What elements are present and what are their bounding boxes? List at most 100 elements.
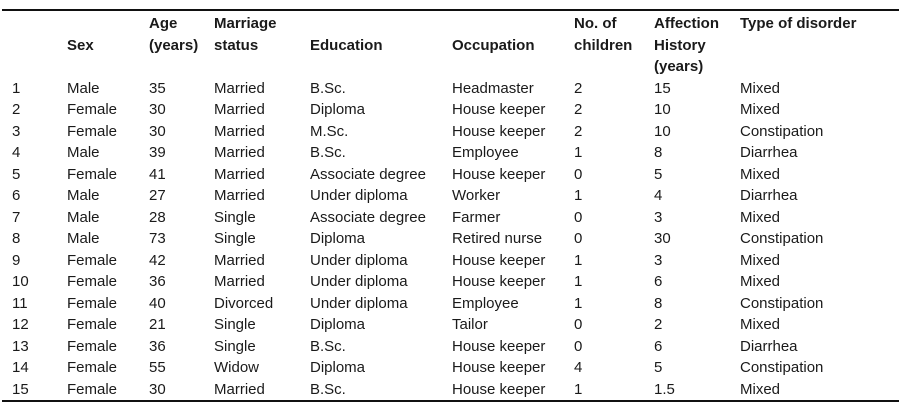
cell-sex: Female (67, 359, 118, 376)
cell-sex: Male (67, 144, 100, 161)
cell-affection-history: 30 (654, 230, 671, 247)
cell-sex: Female (67, 294, 118, 312)
table-row: 15 Female 30 Married B.Sc. House keeper 1 1.5 Mi… (2, 379, 899, 402)
cell-affection-history: 3 (654, 208, 663, 226)
table-body: 1 Male 35 Married B.Sc. Headmaster 2 15 Mixed 2 Fe… (2, 78, 899, 402)
cell-marriage-status: Married (214, 251, 265, 269)
table-row: 12 Female 21 Single Diploma Tailor 0 2 Mixed (2, 314, 899, 336)
cell-type-of-disorder: Constipation (740, 294, 824, 312)
cell-sex: Male (67, 230, 100, 247)
column-header-line: Marriage (214, 15, 277, 32)
column-header-sex: Sex (67, 10, 149, 78)
cell-num: 3 (12, 122, 21, 140)
cell-num: 12 (12, 316, 29, 333)
cell-occupation: Worker (452, 187, 501, 204)
cell-no-of-children: 1 (574, 294, 583, 312)
subjects-table: Sex Age (years) Marriage status Education Occu… (2, 9, 899, 402)
column-header-type-of-disorder: Type of disorder (740, 10, 899, 78)
cell-num: 7 (12, 208, 21, 226)
cell-num: 10 (12, 273, 29, 290)
cell-affection-history: 10 (654, 122, 671, 140)
cell-education: M.Sc. (310, 122, 349, 140)
cell-marriage-status: Married (214, 101, 265, 118)
cell-affection-history: 2 (654, 316, 663, 333)
column-header-no-of-children: No. of children (574, 10, 654, 78)
cell-type-of-disorder: Mixed (740, 165, 781, 183)
cell-age: 55 (149, 359, 166, 376)
cell-occupation: House keeper (452, 165, 546, 183)
cell-no-of-children: 1 (574, 187, 583, 204)
cell-age: 28 (149, 208, 166, 226)
cell-num: 4 (12, 144, 21, 161)
cell-no-of-children: 4 (574, 359, 583, 376)
cell-num: 6 (12, 187, 21, 204)
cell-occupation: Farmer (452, 208, 501, 226)
cell-affection-history: 15 (654, 79, 671, 97)
cell-no-of-children: 1 (574, 273, 583, 290)
cell-num: 14 (12, 359, 29, 376)
cell-age: 30 (149, 122, 166, 140)
cell-marriage-status: Divorced (214, 294, 274, 312)
cell-education: Diploma (310, 101, 366, 118)
cell-age: 36 (149, 337, 166, 355)
cell-affection-history: 1.5 (654, 380, 675, 398)
cell-education: Under diploma (310, 294, 408, 312)
cell-no-of-children: 1 (574, 251, 583, 269)
cell-type-of-disorder: Mixed (740, 208, 781, 226)
cell-occupation: House keeper (452, 122, 546, 140)
cell-sex: Female (67, 251, 118, 269)
cell-occupation: Retired nurse (452, 230, 543, 247)
cell-education: Under diploma (310, 251, 408, 269)
cell-education: Diploma (310, 359, 366, 376)
cell-occupation: Employee (452, 294, 519, 312)
column-header-line: (years) (654, 58, 704, 75)
cell-marriage-status: Married (214, 165, 265, 183)
cell-no-of-children: 0 (574, 337, 583, 355)
cell-age: 35 (149, 79, 166, 97)
cell-occupation: Tailor (452, 316, 488, 333)
cell-no-of-children: 2 (574, 122, 583, 140)
cell-age: 42 (149, 251, 166, 269)
cell-education: Associate degree (310, 208, 426, 226)
cell-type-of-disorder: Constipation (740, 230, 824, 247)
cell-no-of-children: 1 (574, 380, 583, 398)
column-header-marriage-status: Marriage status (214, 10, 310, 78)
cell-occupation: House keeper (452, 337, 546, 355)
cell-no-of-children: 1 (574, 144, 583, 161)
cell-education: Associate degree (310, 165, 426, 183)
cell-affection-history: 5 (654, 359, 663, 376)
cell-occupation: House keeper (452, 273, 546, 290)
column-header-line: status (214, 36, 259, 54)
cell-no-of-children: 0 (574, 316, 583, 333)
cell-age: 36 (149, 273, 166, 290)
table-container: Sex Age (years) Marriage status Education Occu… (2, 9, 899, 402)
cell-marriage-status: Married (214, 187, 265, 204)
cell-no-of-children: 0 (574, 165, 583, 183)
table-row: 7 Male 28 Single Associate degree Farmer 0 3 Mix… (2, 207, 899, 229)
cell-education: Diploma (310, 230, 366, 247)
cell-affection-history: 4 (654, 187, 663, 204)
table-row: 2 Female 30 Married Diploma House keeper 2 10 Mi… (2, 99, 899, 121)
cell-marriage-status: Married (214, 273, 265, 290)
column-header-affection-history: Affection History (years) (654, 10, 740, 78)
cell-num: 11 (12, 294, 28, 312)
cell-age: 73 (149, 230, 166, 247)
cell-occupation: House keeper (452, 101, 546, 118)
cell-marriage-status: Married (214, 380, 265, 398)
cell-occupation: Employee (452, 144, 519, 161)
cell-affection-history: 6 (654, 337, 663, 355)
cell-type-of-disorder: Diarrhea (740, 187, 798, 204)
table-row: 13 Female 36 Single B.Sc. House keeper 0 6 Diarr… (2, 336, 899, 358)
table-row: 14 Female 55 Widow Diploma House keeper 4 5 Cons… (2, 357, 899, 379)
cell-affection-history: 8 (654, 144, 663, 161)
table-row: 8 Male 73 Single Diploma Retired nurse 0 30 Cons… (2, 228, 899, 250)
cell-age: 41 (149, 165, 166, 183)
cell-num: 13 (12, 337, 29, 355)
cell-occupation: House keeper (452, 251, 546, 269)
cell-marriage-status: Widow (214, 359, 260, 376)
cell-affection-history: 5 (654, 165, 663, 183)
table-row: 3 Female 30 Married M.Sc. House keeper 2 10 Cons… (2, 121, 899, 143)
cell-age: 40 (149, 294, 166, 312)
cell-affection-history: 6 (654, 273, 663, 290)
cell-type-of-disorder: Mixed (740, 79, 781, 97)
